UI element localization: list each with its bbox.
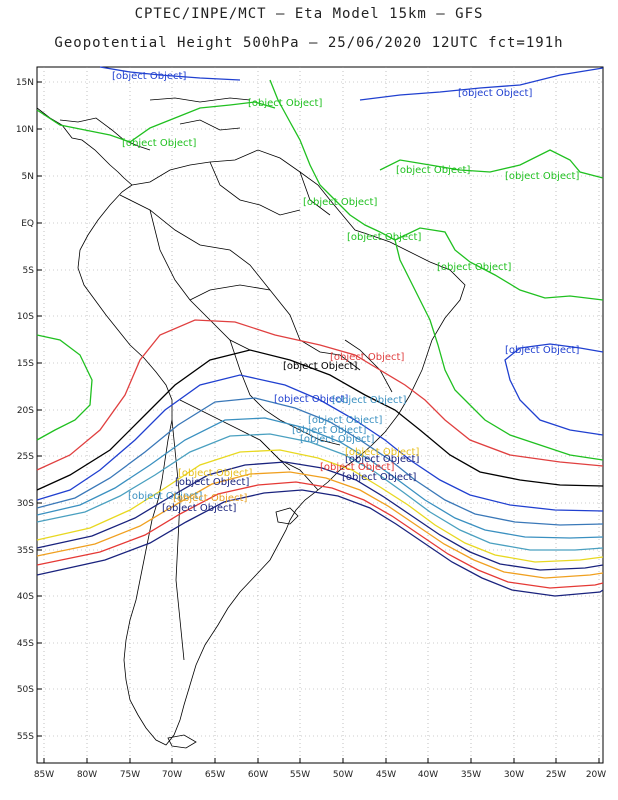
contour-5600: [36, 489, 604, 597]
coastlines: [36, 97, 466, 749]
contour-label: [object Object]: [396, 165, 470, 176]
contour-label: [object Object]: [283, 361, 357, 372]
contour-label: [object Object]: [300, 434, 374, 445]
lat-label: 55S: [17, 732, 34, 742]
contour-5660: [36, 471, 604, 579]
lon-label: 65W: [205, 770, 225, 780]
contour-label: [object Object]: [303, 197, 377, 208]
lat-label: 35S: [17, 546, 34, 556]
lon-label: 20W: [586, 770, 606, 780]
contour-5880-b: [359, 67, 604, 101]
contour-5860-c: [379, 149, 604, 179]
lat-label: 5N: [22, 172, 34, 182]
graticule: [37, 67, 603, 763]
contour-label: [object Object]: [162, 503, 236, 514]
lon-label: 85W: [34, 770, 54, 780]
lon-label: 35W: [461, 770, 481, 780]
contour-5860-f: [36, 334, 93, 441]
lon-label: 50W: [333, 770, 353, 780]
lon-label: 80W: [77, 770, 97, 780]
contour-5740: [36, 417, 604, 539]
lat-label: 40S: [17, 592, 34, 602]
lat-label: 10S: [17, 312, 34, 322]
map-frame: [36, 66, 604, 764]
contour-5720: [36, 433, 604, 551]
contour-5860-b: [269, 79, 396, 241]
contour-label: [object Object]: [274, 394, 348, 405]
lon-label: 45W: [376, 770, 396, 780]
contour-label: [object Object]: [458, 88, 532, 99]
lon-label: 55W: [290, 770, 310, 780]
contour-label: [object Object]: [175, 477, 249, 488]
contour-5700: [36, 449, 604, 563]
lat-label: 45S: [17, 639, 34, 649]
lat-label: 25S: [17, 452, 34, 462]
title-line-1: CPTEC/INPE/MCT – Eta Model 15km – GFS: [134, 6, 484, 22]
contour-label: [object Object]: [173, 493, 247, 504]
contour-label: [object Object]: [248, 98, 322, 109]
contour-5780: [36, 374, 604, 512]
lat-label: 10N: [16, 125, 34, 135]
lon-label: 70W: [162, 770, 182, 780]
lat-label: 30S: [17, 499, 34, 509]
lon-label: 25W: [546, 770, 566, 780]
contour-label: [object Object]: [292, 425, 366, 436]
contour-label: [object Object]: [437, 262, 511, 273]
contour-label: [object Object]: [345, 447, 419, 458]
contour-label: [object Object]: [112, 71, 186, 82]
lat-label: EQ: [21, 219, 34, 229]
contour-label: [object Object]: [345, 454, 419, 465]
contour-5860-blue: [504, 343, 604, 436]
lat-labels: 15N 10N 5N EQ 5S 10S 15S 20S 25S 30S 35S…: [16, 78, 34, 742]
contour-5860-e: [394, 239, 604, 461]
contour-label: [object Object]: [122, 138, 196, 149]
contour-label: [object Object]: [330, 352, 404, 363]
lon-label: 40W: [418, 770, 438, 780]
contour-label: [object Object]: [347, 232, 421, 243]
contour-5880-a: [99, 66, 241, 81]
contour-5840: [36, 319, 604, 471]
lat-label: 20S: [17, 406, 34, 416]
contour-5820: [36, 349, 604, 491]
lat-label: 15N: [16, 78, 34, 88]
contour-5760: [36, 397, 604, 526]
contour-5620: [36, 481, 604, 589]
lat-label: 5S: [23, 266, 35, 276]
contour-5860-d: [394, 227, 604, 301]
contour-label: [object Object]: [505, 345, 579, 356]
contour-label: [object Object]: [178, 468, 252, 479]
title-line-2: Geopotential Height 500hPa – 25/06/2020 …: [54, 35, 564, 51]
lon-label: 75W: [120, 770, 140, 780]
contour-label: [object Object]: [128, 491, 202, 502]
contour-labels: [object Object] [object Object] [object …: [112, 71, 579, 514]
ticks: [37, 81, 600, 763]
contour-label: [object Object]: [332, 395, 406, 406]
lat-label: 15S: [17, 359, 34, 369]
lat-label: 50S: [17, 685, 34, 695]
contour-label: [object Object]: [308, 415, 382, 426]
contour-5860-a: [36, 101, 276, 143]
lon-labels: 85W 80W 75W 70W 65W 60W 55W 50W 45W 40W …: [34, 770, 606, 780]
lon-label: 30W: [504, 770, 524, 780]
contour-label: [object Object]: [320, 462, 394, 473]
contours: [36, 66, 604, 597]
contour-label: [object Object]: [505, 171, 579, 182]
lon-label: 60W: [248, 770, 268, 780]
contour-5680: [36, 461, 604, 571]
contour-label: [object Object]: [342, 472, 416, 483]
